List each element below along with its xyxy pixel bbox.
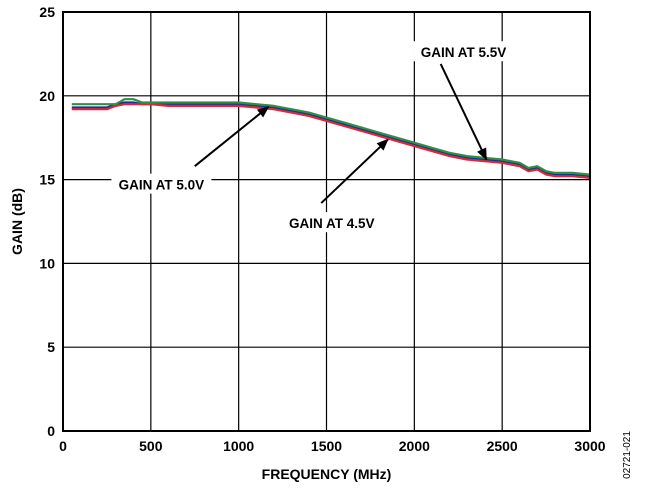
y-axis-title: GAIN (dB) xyxy=(9,188,25,255)
annotations: GAIN AT 5.5V GAIN AT 5.0V GAIN AT 4.5V xyxy=(111,41,514,233)
x-tick-label: 2000 xyxy=(399,438,430,454)
annotation-arrow xyxy=(320,138,389,204)
annotation-label-bg xyxy=(413,41,514,62)
x-tick-label: 3000 xyxy=(574,438,605,454)
annotation-label: GAIN AT 5.0V xyxy=(119,178,205,193)
grid-lines xyxy=(63,12,590,431)
annotation-label-bg xyxy=(281,212,382,233)
y-tick-label: 5 xyxy=(47,339,55,355)
x-tick-label: 0 xyxy=(59,438,67,454)
y-tick-label: 20 xyxy=(39,88,55,104)
annotation-label-bg xyxy=(111,173,212,194)
x-tick-label: 500 xyxy=(139,438,163,454)
x-tick-label: 1000 xyxy=(223,438,254,454)
series-line-2 xyxy=(71,103,591,179)
x-axis-title: FREQUENCY (MHz) xyxy=(262,466,392,482)
x-tick-label: 1500 xyxy=(311,438,342,454)
y-tick-label: 25 xyxy=(39,4,55,20)
x-tick-label: 2500 xyxy=(487,438,518,454)
annotation-label: GAIN AT 4.5V xyxy=(289,216,375,231)
series-line-3 xyxy=(71,98,591,176)
plot-frame xyxy=(62,11,591,432)
y-tick-label: 15 xyxy=(39,172,55,188)
figure-id-label: 02721-021 xyxy=(622,431,633,479)
annotation-label: GAIN AT 5.5V xyxy=(421,45,507,60)
data-series xyxy=(71,98,591,179)
y-axis-tick-labels: 0 5 10 15 20 25 xyxy=(39,4,55,439)
y-tick-label: 10 xyxy=(39,255,55,271)
x-axis-tick-labels: 0 500 1000 1500 2000 2500 3000 xyxy=(59,438,606,454)
annotation-arrow xyxy=(194,105,270,167)
annotation-arrow xyxy=(439,63,488,161)
y-tick-label: 0 xyxy=(47,423,55,439)
